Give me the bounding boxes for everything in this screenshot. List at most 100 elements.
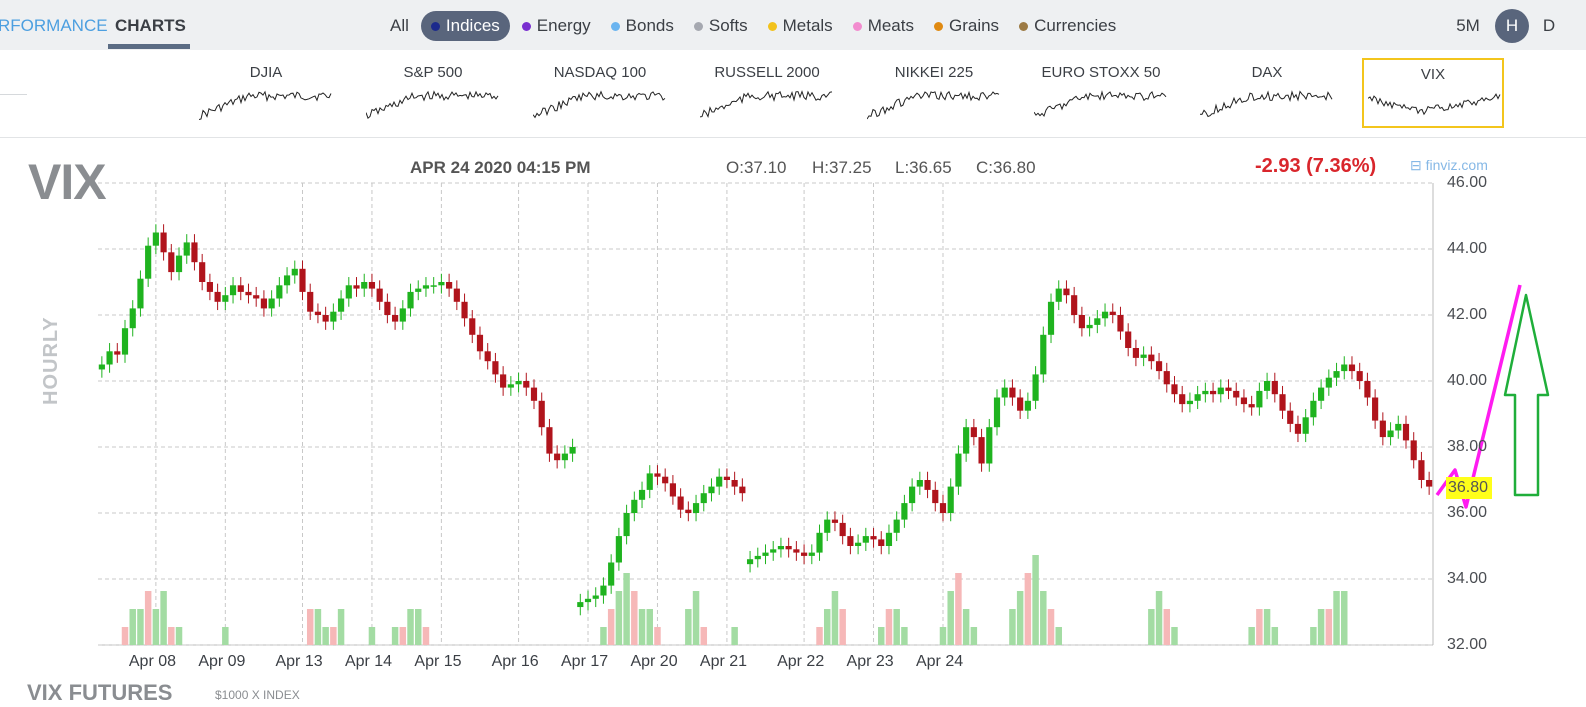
thumb-dax[interactable]: DAX — [1196, 58, 1338, 128]
filter-all[interactable]: All — [380, 11, 419, 41]
volume-bar — [160, 591, 167, 645]
chart-interval-label: HOURLY — [40, 316, 62, 405]
candle-body — [608, 562, 615, 586]
volume-bar — [600, 627, 607, 645]
filter-meats[interactable]: Meats — [843, 11, 924, 41]
candle-body — [307, 291, 314, 312]
candle-body — [692, 503, 700, 513]
filter-bonds[interactable]: Bonds — [601, 11, 684, 41]
thumb-djia[interactable]: DJIA — [195, 58, 337, 128]
volume-bar — [947, 591, 954, 645]
volume-bar — [1310, 627, 1317, 645]
volume-bar — [399, 627, 407, 645]
candle-body — [500, 374, 507, 388]
volume-bar — [607, 609, 615, 645]
candle-body — [523, 381, 530, 388]
thumb-nikkei-225[interactable]: NIKKEI 225 — [863, 58, 1005, 128]
candle-body — [932, 489, 939, 504]
candle-body — [476, 334, 484, 352]
candle-body — [1410, 440, 1417, 461]
thumb-sparkline — [1034, 90, 1167, 118]
chart-symbol: VIX — [28, 154, 107, 210]
thumb-label: NIKKEI 225 — [894, 64, 974, 81]
timeframe-5m[interactable]: 5M — [1456, 16, 1480, 35]
x-tick-label: Apr 08 — [128, 653, 177, 670]
instrument-strip — [0, 50, 1586, 138]
filter-currencies[interactable]: Currencies — [1009, 11, 1126, 41]
candle-body — [1155, 361, 1163, 372]
volume-bar — [137, 609, 144, 645]
candle-body — [1125, 331, 1132, 348]
candle-body — [137, 278, 144, 309]
thumb-s-p-500[interactable]: S&P 500 — [362, 58, 504, 128]
candle-body — [1348, 364, 1356, 372]
filter-label: Indices — [445, 16, 500, 35]
volume-bar — [1333, 591, 1340, 645]
y-tick-label: 36.00 — [1447, 504, 1488, 521]
vix-futures-heading: VIX FUTURES — [27, 680, 173, 705]
top-nav-bar: RFORMANCE CHARTS All Indices Energy Bonds So… — [0, 0, 1586, 51]
thumb-sparkline — [533, 90, 666, 119]
candle-body — [229, 285, 237, 296]
timeframe-hourly[interactable]: H — [1495, 9, 1529, 43]
timeframe-daily[interactable]: D — [1542, 16, 1556, 35]
candle-body — [291, 268, 298, 276]
thumb-sparkline — [867, 90, 1000, 120]
candle-body — [970, 427, 977, 438]
volume-bar — [222, 627, 229, 645]
x-tick-label: Apr 14 — [344, 653, 393, 670]
nav-charts[interactable]: CHARTS — [115, 16, 186, 35]
candle-body — [816, 532, 823, 553]
candle-body — [1379, 420, 1386, 438]
candle-body — [777, 546, 785, 550]
candle-body — [770, 549, 777, 553]
candle-body — [662, 476, 669, 484]
candle-body — [438, 282, 445, 286]
candle-body — [646, 473, 653, 490]
thumb-label: RUSSELL 2000 — [714, 64, 820, 81]
volume-bar — [407, 609, 414, 645]
candle-body — [453, 288, 460, 302]
candle-body — [237, 285, 244, 292]
thumb-nasdaq-100[interactable]: NASDAQ 100 — [529, 58, 671, 128]
candle-body — [1209, 390, 1217, 395]
candle-body — [808, 552, 815, 556]
filter-softs[interactable]: Softs — [684, 11, 758, 41]
candle-body — [337, 298, 345, 312]
nav-performance[interactable]: RFORMANCE — [0, 16, 108, 35]
volume-bar — [878, 627, 885, 645]
candle-body — [700, 493, 707, 504]
volume-bar — [391, 627, 399, 645]
volume-bar — [685, 609, 692, 645]
vix-hourly-chart[interactable] — [0, 140, 1586, 707]
filter-indices[interactable]: Indices — [420, 11, 510, 41]
filter-metals[interactable]: Metals — [758, 11, 843, 41]
candle-body — [1086, 324, 1093, 329]
finviz-brand[interactable]: ⊟ finviz.com — [1410, 157, 1488, 174]
candle-body — [430, 285, 437, 287]
y-tick-label: 46.00 — [1447, 174, 1488, 191]
x-tick-label: Apr 15 — [414, 653, 462, 670]
thumb-vix[interactable]: VIX — [1362, 58, 1504, 128]
y-tick-label: 44.00 — [1447, 240, 1488, 257]
thumb-russell-2000[interactable]: RUSSELL 2000 — [696, 58, 838, 128]
ohlc-close: C:36.80 — [976, 158, 1036, 177]
candle-body — [577, 602, 584, 608]
candle-body — [1094, 318, 1101, 325]
volume-bar — [970, 627, 978, 645]
candle-body — [862, 536, 869, 543]
candle-body — [191, 242, 198, 263]
volume-bar — [1317, 609, 1325, 645]
candle-body — [353, 285, 360, 289]
chart-datetime: APR 24 2020 04:15 PM — [410, 158, 591, 177]
candle-body — [716, 476, 723, 487]
candle-body — [276, 285, 283, 299]
candle-body — [800, 552, 808, 556]
filter-grains[interactable]: Grains — [924, 11, 1009, 41]
x-tick-label: Apr 09 — [198, 653, 246, 670]
candle-body — [199, 262, 206, 282]
volume-bar — [175, 627, 183, 645]
thumb-euro-stoxx-50[interactable]: EURO STOXX 50 — [1030, 58, 1172, 128]
filter-energy[interactable]: Energy — [512, 11, 601, 41]
candle-body — [175, 255, 183, 273]
